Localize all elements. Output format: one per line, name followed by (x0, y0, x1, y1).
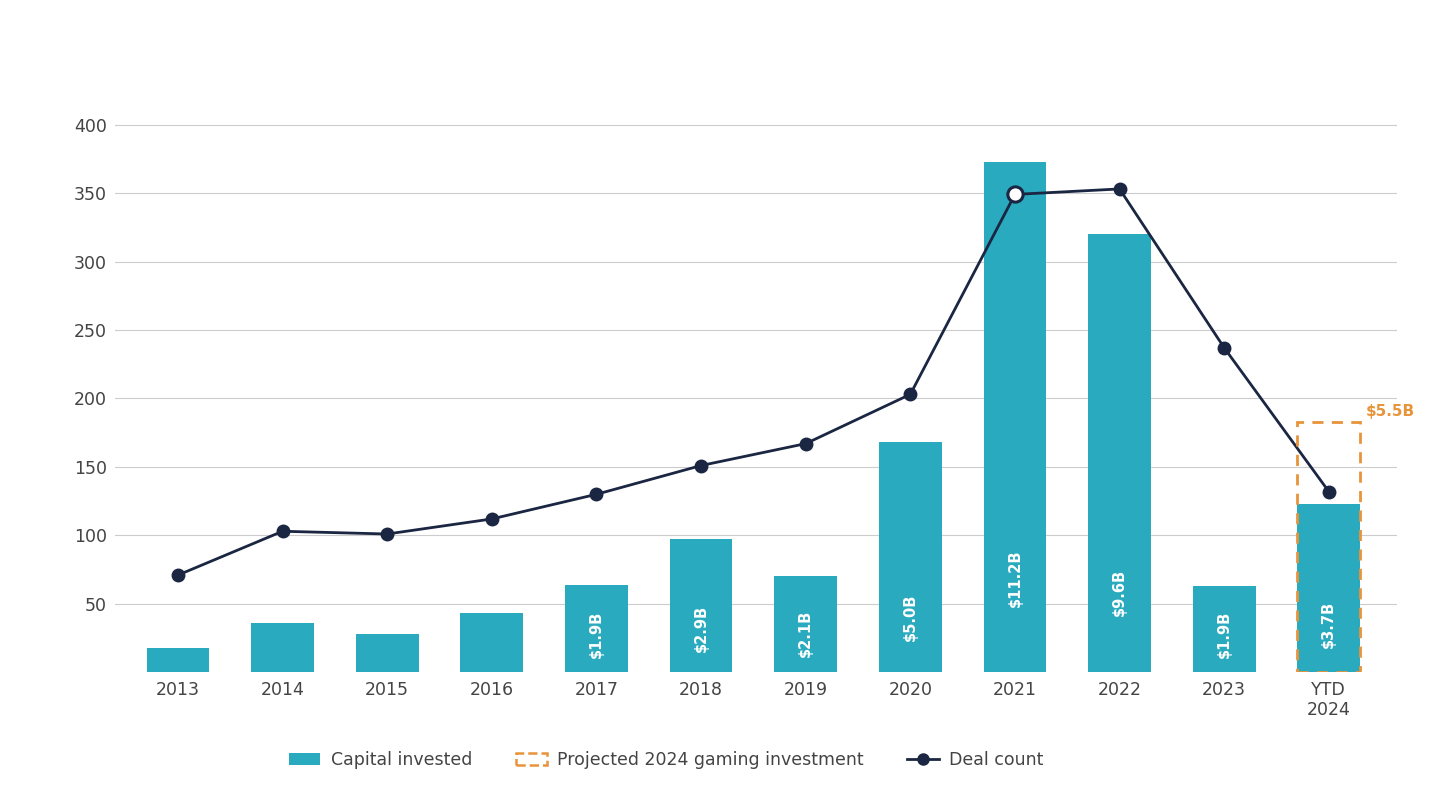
Text: $9.6B: $9.6B (1112, 569, 1128, 616)
Text: $3.7B: $3.7B (1322, 601, 1336, 648)
Bar (147, 648, 209, 672)
Text: $5.0B: $5.0B (903, 593, 917, 641)
Bar (564, 585, 628, 672)
Bar (984, 161, 1047, 672)
Bar (1192, 586, 1256, 672)
Text: $1.9B: $1.9B (589, 611, 603, 658)
Bar (1297, 504, 1361, 672)
Text: $2.1B: $2.1B (798, 609, 814, 657)
Bar (1089, 234, 1151, 672)
Bar (1297, 422, 1361, 672)
Text: $5.5B: $5.5B (1365, 404, 1414, 419)
Legend: Capital invested, Projected 2024 gaming investment, Deal count: Capital invested, Projected 2024 gaming … (282, 744, 1050, 776)
Bar (670, 539, 733, 672)
Text: $11.2B: $11.2B (1008, 549, 1022, 607)
Bar (356, 634, 419, 672)
Text: $1.9B: $1.9B (1217, 611, 1231, 658)
Text: $2.9B: $2.9B (694, 605, 708, 652)
Bar (775, 577, 837, 672)
Bar (251, 623, 314, 672)
Bar (878, 442, 942, 672)
Bar (461, 613, 523, 672)
